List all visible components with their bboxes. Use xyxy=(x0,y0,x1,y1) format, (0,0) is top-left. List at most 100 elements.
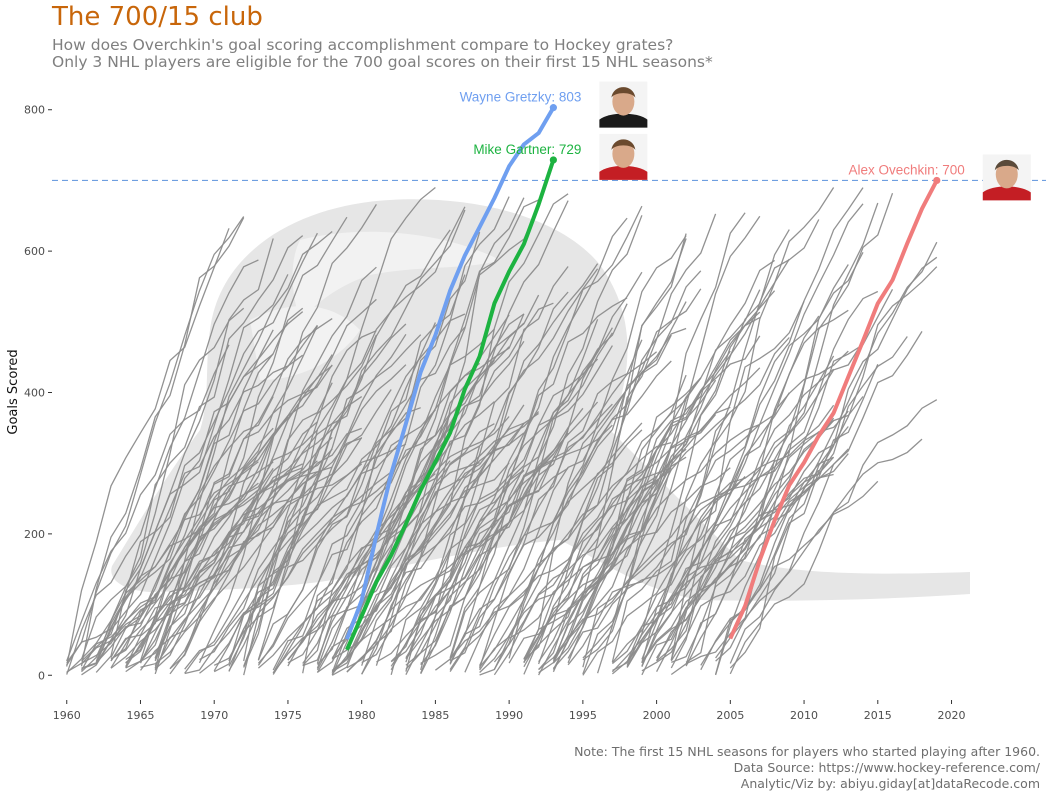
wayne-gretzky-photo xyxy=(599,81,648,128)
background-player-line xyxy=(656,315,820,662)
background-player-line xyxy=(184,266,377,674)
background-player-line xyxy=(81,353,274,673)
background-player-line xyxy=(479,467,672,671)
background-player-line xyxy=(125,364,333,673)
background-player-line xyxy=(420,345,613,671)
background-player-line xyxy=(213,435,407,666)
background-player-line xyxy=(243,209,466,667)
background-player-line xyxy=(110,460,318,662)
background-player-line xyxy=(567,475,746,666)
background-player-line xyxy=(479,334,672,668)
background-player-line xyxy=(272,362,481,674)
watermark-helmet-highlight xyxy=(292,231,500,320)
background-player-line xyxy=(125,429,318,669)
background-player-line xyxy=(154,298,377,662)
background-player-line xyxy=(66,427,274,673)
background-player-line xyxy=(257,412,451,664)
background-player-line xyxy=(420,271,643,664)
background-player-line xyxy=(243,322,436,668)
y-tick-label: 800 xyxy=(24,104,45,117)
background-player-line xyxy=(331,458,495,671)
background-player-line xyxy=(685,202,879,663)
background-player-line xyxy=(449,360,672,664)
background-player-line xyxy=(478,339,643,669)
background-player-line xyxy=(361,200,569,675)
background-player-line xyxy=(154,230,333,660)
background-player-line xyxy=(81,467,303,669)
background-player-line xyxy=(139,307,304,662)
background-player-line xyxy=(670,480,879,676)
background-player-line xyxy=(198,204,377,664)
x-tick-label: 1970 xyxy=(200,709,228,722)
background-player-line xyxy=(670,187,864,660)
background-player-line xyxy=(125,466,333,664)
background-player-lines xyxy=(66,186,938,676)
x-tick-label: 2010 xyxy=(790,709,818,722)
highlight-player-lines: Wayne Gretzky: 803 Mike Gartner: 729 Alex … xyxy=(345,90,965,651)
background-player-line xyxy=(479,288,702,673)
background-player-line xyxy=(390,268,599,675)
background-player-line xyxy=(670,187,835,661)
background-player-line xyxy=(272,401,495,671)
wayne-gretzky-line xyxy=(345,106,556,640)
background-player-line xyxy=(523,238,687,663)
x-tick-label: 1980 xyxy=(348,709,376,722)
mike-gartner-photo xyxy=(599,133,648,180)
background-player-line xyxy=(552,259,775,664)
background-player-line xyxy=(390,432,569,662)
background-player-line xyxy=(302,231,481,674)
background-player-line xyxy=(685,290,879,667)
background-player-line xyxy=(449,327,613,659)
background-player-line xyxy=(420,205,643,675)
background-player-line xyxy=(331,469,525,660)
x-tick-label: 1990 xyxy=(495,709,523,722)
background-player-line xyxy=(641,309,849,664)
background-player-line xyxy=(641,404,835,667)
background-player-line xyxy=(80,217,245,667)
background-player-line xyxy=(316,199,539,665)
chart-title: The 700/15 club xyxy=(52,2,263,32)
x-tick-label: 2020 xyxy=(938,709,966,722)
background-player-line xyxy=(611,368,835,665)
background-player-line xyxy=(582,258,790,675)
caption-author: Analytic/Viz by: abiyu.giday[at]dataReco… xyxy=(740,776,1040,791)
background-player-line xyxy=(66,482,259,674)
x-tick-label: 1985 xyxy=(421,709,449,722)
alex-ovechkin-endpoint xyxy=(933,176,941,185)
background-player-line xyxy=(199,407,421,674)
background-player-line xyxy=(567,459,775,659)
background-player-line xyxy=(700,336,908,671)
mike-gartner-line xyxy=(345,159,556,651)
background-player-line xyxy=(405,303,628,663)
background-player-line xyxy=(523,448,687,660)
alex-ovechkin-line xyxy=(728,179,939,640)
background-player-line xyxy=(184,443,407,670)
x-axis: 1960 1965 1970 1975 1980 1985 1990 1995 2000 2005… xyxy=(53,700,966,722)
background-player-line xyxy=(523,233,687,664)
x-tick-label: 1995 xyxy=(569,709,597,722)
x-tick-label: 2005 xyxy=(716,709,744,722)
background-player-line xyxy=(435,319,599,671)
background-player-line xyxy=(287,461,480,661)
background-player-line xyxy=(420,217,628,674)
x-tick-label: 1975 xyxy=(274,709,302,722)
background-player-line xyxy=(95,274,289,673)
background-player-line xyxy=(641,300,805,660)
background-player-line xyxy=(331,432,525,673)
background-player-line xyxy=(331,313,525,675)
background-player-line xyxy=(611,219,820,663)
x-tick-label: 2015 xyxy=(864,709,892,722)
background-player-line xyxy=(449,469,672,660)
background-player-line xyxy=(257,326,466,661)
caption-note: Note: The first 15 NHL seasons for playe… xyxy=(574,744,1040,759)
caption-source: Data Source: https://www.hockey-referenc… xyxy=(733,760,1040,775)
y-tick-label: 200 xyxy=(24,528,45,541)
background-player-line xyxy=(537,270,702,665)
y-tick-label: 0 xyxy=(38,669,45,682)
background-player-line xyxy=(390,407,584,671)
mike-gartner-endpoint xyxy=(549,156,557,164)
background-player-line xyxy=(346,197,525,673)
background-player-line xyxy=(715,364,879,659)
background-player-line xyxy=(596,215,761,674)
background-player-line xyxy=(66,259,259,675)
